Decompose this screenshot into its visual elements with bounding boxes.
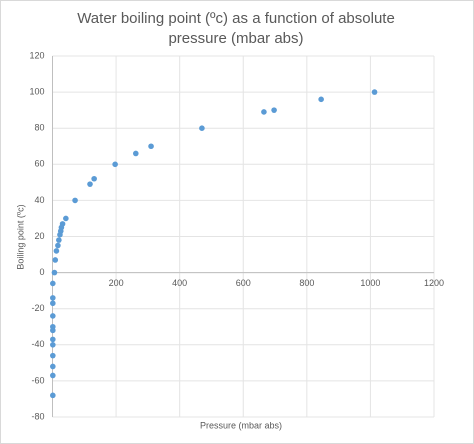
point xyxy=(318,96,324,103)
point xyxy=(72,197,78,204)
point xyxy=(271,107,277,113)
x-tick-label: 200 xyxy=(109,278,124,288)
y-tick-label: -80 xyxy=(31,411,44,421)
point xyxy=(52,257,59,263)
x-tick-label: 600 xyxy=(236,278,251,288)
point xyxy=(50,313,56,319)
point xyxy=(50,372,56,379)
x-axis-label: Pressure (mbar abs) xyxy=(200,420,282,430)
point xyxy=(50,352,56,359)
x-tick-label: 800 xyxy=(299,278,314,288)
point xyxy=(50,300,56,307)
point xyxy=(50,280,56,287)
point xyxy=(261,109,267,115)
y-tick-label: 20 xyxy=(34,231,44,241)
y-tick-label: 100 xyxy=(29,86,44,96)
y-tick-label: 120 xyxy=(29,50,44,60)
point xyxy=(56,237,62,243)
y-tick-label: -60 xyxy=(31,375,44,385)
point xyxy=(132,150,139,157)
chart-title: Water boiling point (ºc) as a function o… xyxy=(77,10,395,47)
x-tick-label: 400 xyxy=(172,278,187,288)
point xyxy=(55,242,61,249)
point xyxy=(63,215,69,222)
point xyxy=(53,248,60,254)
point xyxy=(371,89,378,95)
point xyxy=(50,336,56,343)
point xyxy=(87,181,93,187)
point xyxy=(57,231,63,238)
y-axis-label: Boiling point (ºc) xyxy=(15,204,25,269)
point xyxy=(51,269,58,276)
point xyxy=(50,392,56,399)
point xyxy=(112,161,118,168)
point xyxy=(148,143,154,150)
x-tick-label: 1200 xyxy=(424,278,444,288)
y-tick-label: -40 xyxy=(31,339,44,349)
x-tick-label: 1000 xyxy=(360,278,380,288)
y-tick-label: 0 xyxy=(39,267,44,277)
point xyxy=(91,175,97,182)
point xyxy=(50,295,56,301)
y-tick-label: 60 xyxy=(34,159,44,169)
point xyxy=(50,363,56,370)
point xyxy=(50,342,56,348)
point xyxy=(50,327,56,334)
y-tick-label: -20 xyxy=(31,303,44,313)
y-tick-label: 40 xyxy=(34,195,44,205)
point xyxy=(199,125,205,131)
y-tick-label: 80 xyxy=(34,123,44,133)
